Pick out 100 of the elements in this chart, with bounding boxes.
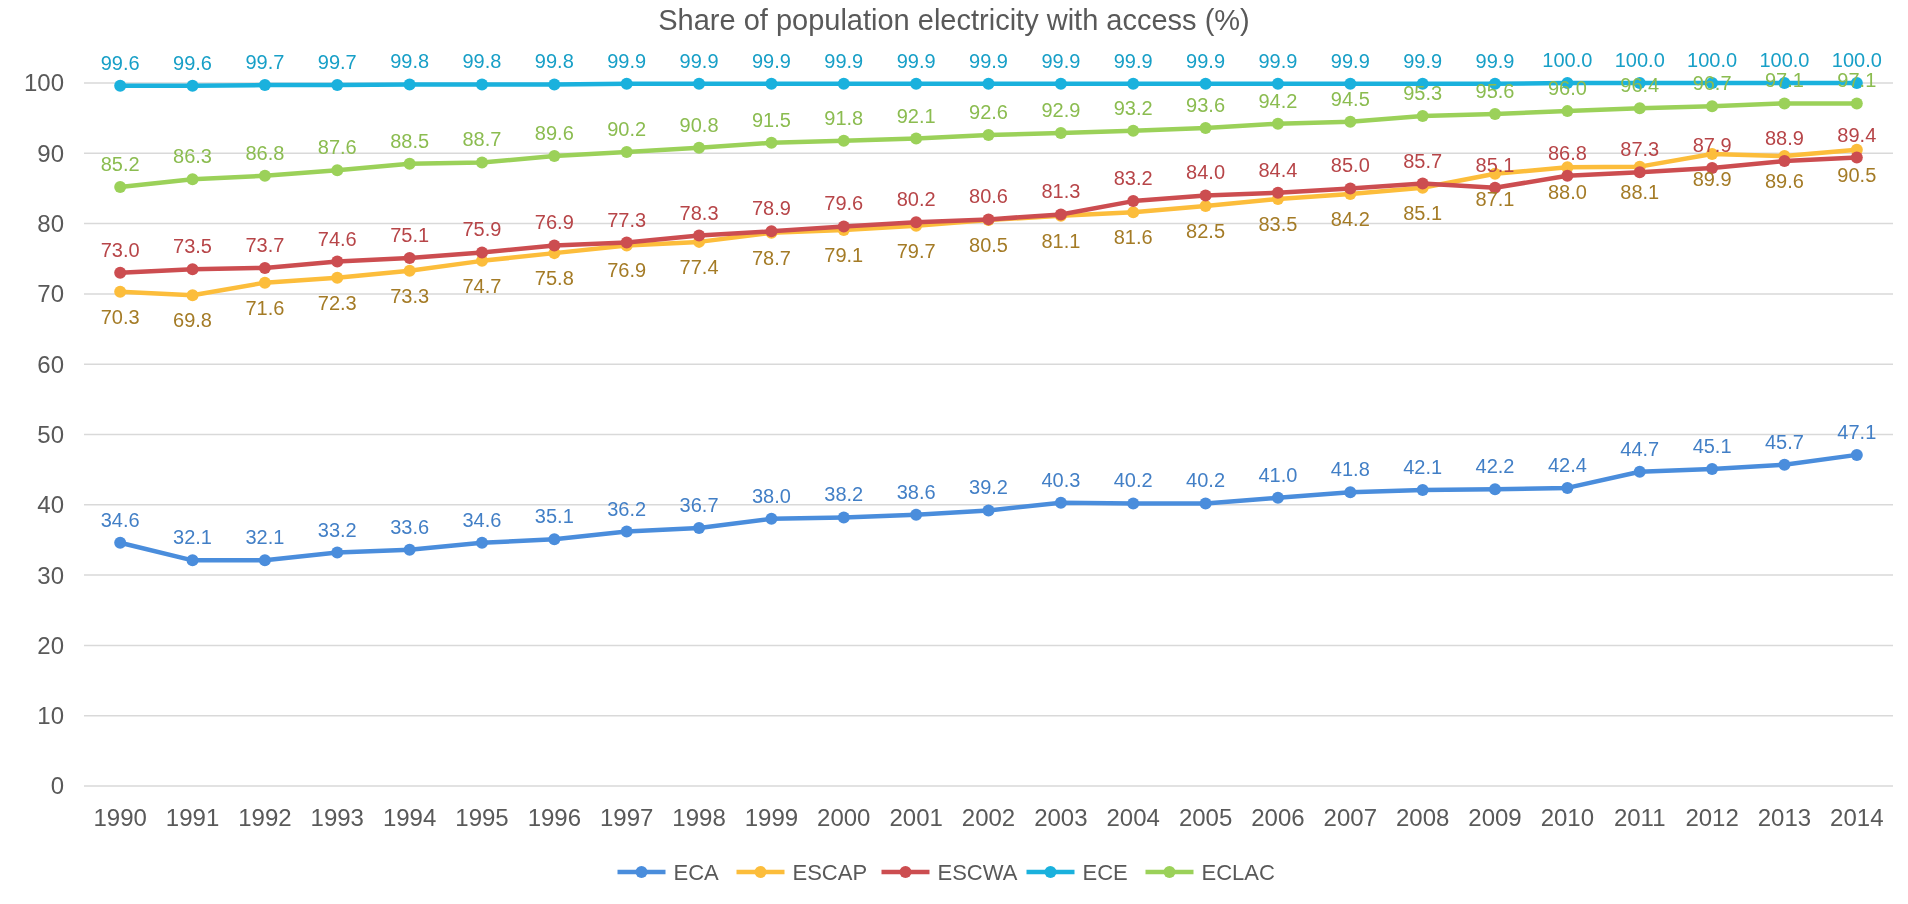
- y-tick-label: 40: [37, 491, 64, 519]
- point: [403, 264, 416, 277]
- point: [186, 289, 199, 302]
- data-label: 99.9: [751, 49, 791, 72]
- data-label: 87.1: [1475, 187, 1515, 210]
- data-label: 92.6: [969, 101, 1008, 124]
- data-label: 74.6: [317, 227, 357, 250]
- point: [693, 77, 706, 90]
- x-tick-label: 2004: [1106, 804, 1160, 831]
- point: [1778, 458, 1791, 471]
- data-label: 99.8: [534, 50, 574, 73]
- data-label: 85.1: [1475, 153, 1515, 176]
- data-label: 92.1: [896, 104, 936, 127]
- data-label: 100.0: [1542, 49, 1593, 71]
- x-tick-label: 1997: [600, 804, 654, 831]
- data-label: 40.2: [1186, 469, 1226, 492]
- data-label: 79.7: [896, 239, 936, 262]
- data-label: 74.7: [462, 274, 502, 297]
- point: [1416, 484, 1429, 497]
- point: [1561, 481, 1574, 494]
- point: [1344, 77, 1357, 90]
- x-tick-label: 1991: [165, 804, 220, 831]
- data-label: 35.1: [534, 505, 574, 528]
- data-label: 88.0: [1547, 181, 1587, 204]
- point: [475, 156, 488, 169]
- x-tick-label: 2001: [889, 804, 943, 831]
- point: [1127, 206, 1140, 219]
- data-label: 99.9: [969, 49, 1008, 72]
- data-label: 73.7: [245, 233, 285, 256]
- point: [982, 129, 995, 142]
- x-tick-label: 1993: [310, 804, 364, 831]
- data-label: 44.7: [1620, 437, 1660, 460]
- point: [403, 252, 416, 265]
- data-label: 77.4: [679, 255, 719, 278]
- x-tick-label: 2009: [1468, 804, 1522, 831]
- data-label: 99.6: [100, 51, 140, 74]
- y-tick-label: 80: [37, 210, 64, 237]
- data-label: 88.5: [390, 129, 430, 152]
- data-label: 81.3: [1041, 180, 1081, 203]
- point: [258, 261, 271, 274]
- legend-label: ECE: [1082, 859, 1128, 885]
- point: [1199, 121, 1212, 134]
- data-label: 45.1: [1692, 434, 1732, 457]
- data-label: 79.6: [824, 192, 864, 215]
- data-label: 99.9: [1186, 49, 1226, 72]
- data-label: 42.1: [1403, 456, 1443, 479]
- data-label: 71.6: [245, 296, 285, 319]
- data-label: 88.7: [462, 128, 502, 151]
- point: [403, 157, 416, 170]
- data-label: 73.0: [100, 238, 140, 261]
- x-tick-label: 2006: [1251, 804, 1305, 831]
- data-label: 45.7: [1764, 430, 1804, 453]
- x-tick-label: 2013: [1757, 804, 1812, 831]
- point: [186, 173, 199, 186]
- data-label: 87.9: [1692, 134, 1732, 157]
- data-label: 91.8: [824, 106, 864, 129]
- data-label: 87.6: [317, 136, 357, 159]
- data-label: 78.3: [679, 201, 719, 224]
- point: [1561, 105, 1574, 118]
- data-label: 38.6: [896, 480, 936, 503]
- y-tick-label: 100: [23, 69, 64, 97]
- y-tick-label: 10: [37, 702, 64, 730]
- point: [403, 78, 416, 91]
- data-label: 99.9: [1041, 49, 1081, 72]
- point: [1271, 77, 1284, 90]
- point: [910, 77, 923, 90]
- point: [475, 536, 488, 549]
- point: [620, 525, 633, 538]
- point: [910, 508, 923, 521]
- data-label: 33.6: [390, 515, 430, 538]
- data-label: 93.2: [1113, 96, 1153, 119]
- data-label: 75.1: [390, 224, 430, 247]
- x-tick-label: 1992: [238, 804, 292, 831]
- data-label: 84.2: [1330, 208, 1370, 231]
- x-tick-label: 2002: [961, 804, 1016, 831]
- data-label: 76.9: [534, 211, 574, 234]
- data-label: 85.1: [1403, 201, 1443, 224]
- point: [331, 79, 344, 92]
- x-tick-label: 1996: [527, 804, 582, 831]
- data-label: 83.2: [1113, 167, 1153, 190]
- data-label: 69.8: [173, 309, 213, 332]
- x-tick-label: 2000: [817, 804, 871, 831]
- data-label: 47.1: [1837, 420, 1877, 443]
- point: [114, 181, 127, 194]
- data-label: 100.0: [1687, 49, 1738, 71]
- data-label: 36.2: [607, 497, 647, 520]
- point: [331, 271, 344, 284]
- point: [1199, 77, 1212, 90]
- data-label: 77.3: [607, 208, 647, 231]
- x-tick-label: 1999: [744, 804, 799, 831]
- legend-label: ESCAP: [792, 859, 868, 885]
- data-label: 41.0: [1258, 463, 1298, 486]
- data-label: 36.7: [679, 494, 719, 516]
- data-label: 87.3: [1620, 138, 1660, 161]
- point: [548, 239, 561, 252]
- x-tick-label: 2010: [1540, 804, 1595, 831]
- point: [693, 141, 706, 154]
- point: [982, 77, 995, 90]
- data-label: 99.7: [245, 51, 285, 74]
- y-tick-label: 0: [50, 772, 64, 800]
